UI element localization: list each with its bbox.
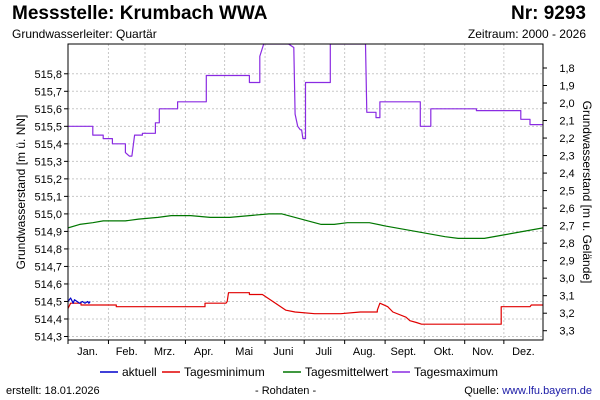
y-tick-label: 514,4 xyxy=(34,314,62,326)
series-line-tagesminimum xyxy=(68,292,543,325)
y-tick-label: 514,6 xyxy=(34,279,62,291)
source-credit: Quelle: www.lfu.bayern.de xyxy=(464,385,592,397)
series-layer xyxy=(68,44,543,325)
y2-tick-label: 2,2 xyxy=(559,133,574,145)
y2-tick-label: 1,9 xyxy=(559,81,574,93)
plot-frame xyxy=(67,43,544,341)
aquifer-label: Grundwasserleiter: Quartär xyxy=(12,27,157,41)
x-tick-label: Dez. xyxy=(512,346,535,358)
x-tick-label: Mai xyxy=(235,346,253,358)
y2-tick-label: 3,3 xyxy=(559,326,574,338)
period-label: Zeitraum: 2000 - 2026 xyxy=(467,27,586,41)
series-line-tagesmittelwert xyxy=(68,213,543,239)
y2-tick-label: 3,2 xyxy=(559,308,574,320)
y2-tick-label: 2,1 xyxy=(559,116,574,128)
y-tick-label: 515,5 xyxy=(34,121,62,133)
y-tick-label: 515,7 xyxy=(34,86,62,98)
legend: aktuell Tagesminimum Tagesmittelwert Tagesm… xyxy=(100,365,498,379)
legend-label-tagesminimum: Tagesminimum xyxy=(184,365,265,379)
y2-tick-label: 2,7 xyxy=(559,221,574,233)
x-tick-label: Aug. xyxy=(353,346,376,358)
y-tick-label: 515,4 xyxy=(34,139,62,151)
y-tick-label: 515,8 xyxy=(34,69,62,81)
raw-data-note: - Rohdaten - xyxy=(255,385,317,397)
y2-tick-label: 2,3 xyxy=(559,151,574,163)
y-tick-label: 515,0 xyxy=(34,209,62,221)
y2-tick-label: 3,1 xyxy=(559,291,574,303)
y2-tick-label: 2,9 xyxy=(559,256,574,268)
station-number: Nr: 9293 xyxy=(511,3,586,24)
y-axis-right: 1,8 1,9 2,0 2,1 2,2 2,3 2,4 2,5 2,6 2,7 2,8 2,9 3,0 3… xyxy=(543,63,575,338)
y-tick-label: 515,3 xyxy=(34,156,62,168)
y2-tick-label: 3,0 xyxy=(559,273,574,285)
x-tick-label: Sept. xyxy=(391,346,417,358)
y2-tick-label: 2,8 xyxy=(559,238,574,250)
y-tick-label: 514,3 xyxy=(34,331,62,343)
y-tick-label: 514,5 xyxy=(34,296,62,308)
created-date: erstellt: 18.01.2026 xyxy=(6,385,100,397)
x-tick-label: Juli xyxy=(316,346,333,358)
y-tick-label: 515,2 xyxy=(34,174,62,186)
y2-tick-label: 1,8 xyxy=(559,63,574,75)
x-axis: Jan. Feb. Mrz. Apr. Mai Juni Juli Aug. Sept. Okt.… xyxy=(67,340,535,358)
y-tick-label: 514,9 xyxy=(34,226,62,238)
source-link[interactable]: www.lfu.bayern.de xyxy=(502,385,592,397)
y2-tick-label: 2,4 xyxy=(559,168,574,180)
y-tick-label: 514,7 xyxy=(34,261,62,273)
x-tick-label: Mrz. xyxy=(154,346,175,358)
y-tick-label: 515,6 xyxy=(34,104,62,116)
x-tick-label: Jan. xyxy=(77,346,98,358)
y2-tick-label: 2,6 xyxy=(559,203,574,215)
x-tick-label: Okt. xyxy=(434,346,454,358)
series-line-tagesmaximum xyxy=(68,44,543,157)
y2-axis-label: Grundwasserstand [m u. Gelände] xyxy=(580,101,594,284)
x-tick-label: Nov. xyxy=(472,346,494,358)
legend-label-aktuell: aktuell xyxy=(122,365,157,379)
series-line-aktuell xyxy=(68,297,91,304)
page-title: Messstelle: Krumbach WWA xyxy=(12,3,268,24)
y2-tick-label: 2,0 xyxy=(559,98,574,110)
legend-label-tagesmaximum: Tagesmaximum xyxy=(414,365,498,379)
x-tick-label: Juni xyxy=(273,346,293,358)
source-label: Quelle: xyxy=(464,385,503,397)
y-tick-label: 514,8 xyxy=(34,244,62,256)
x-tick-label: Feb. xyxy=(116,346,138,358)
legend-label-tagesmittelwert: Tagesmittelwert xyxy=(305,365,389,379)
x-tick-label: Apr. xyxy=(194,346,214,358)
y-axis-left: 514,3 514,4 514,5 514,6 514,7 514,8 514,9 515,0… xyxy=(34,69,68,343)
y-axis-label: Grundwasserstand [m ü. NN] xyxy=(14,115,28,270)
y-tick-label: 515,1 xyxy=(34,191,62,203)
y2-tick-label: 2,5 xyxy=(559,186,574,198)
